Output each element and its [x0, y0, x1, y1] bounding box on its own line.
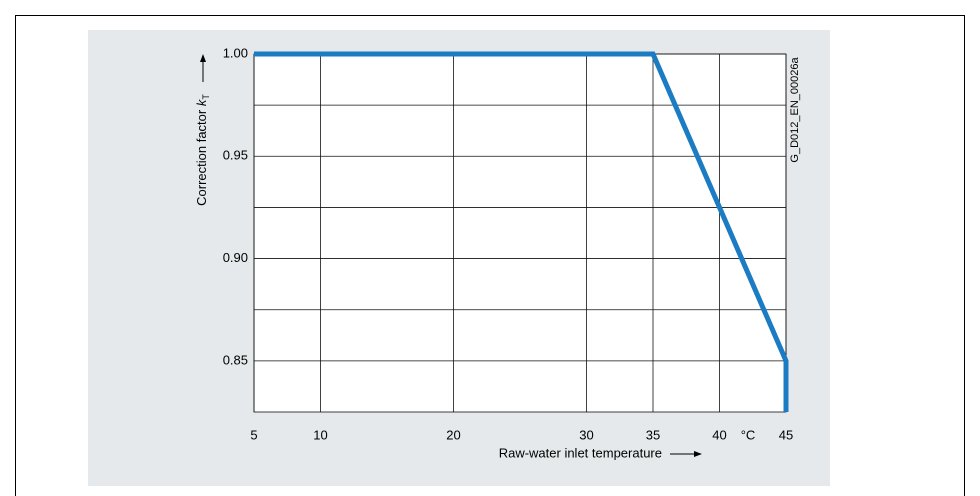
y-axis-label-text: Correction factor	[194, 109, 209, 206]
plot-area	[253, 53, 787, 413]
x-tick-label: 10	[313, 427, 327, 442]
y-axis-subscript: T	[201, 94, 211, 100]
x-tick-label: 20	[446, 427, 460, 442]
y-tick-label: 0.90	[223, 250, 248, 265]
figure-id: G_D012_EN_00026a	[789, 57, 801, 163]
x-arrow	[670, 451, 702, 457]
y-axis-symbol: k	[194, 98, 209, 106]
y-arrow	[200, 54, 206, 82]
x-tick-label: 35	[646, 427, 660, 442]
frame	[15, 15, 965, 496]
x-tick-label: 40	[712, 427, 726, 442]
y-tick-label: 1.00	[223, 45, 248, 60]
data-line	[254, 51, 789, 412]
x-axis-label: Raw-water inlet temperature	[499, 445, 662, 460]
y-tick-label: 0.95	[223, 148, 248, 163]
y-axis-label: Correction factor kT	[194, 94, 211, 206]
y-tick-label: 0.85	[223, 352, 248, 367]
x-tick-label: 45	[779, 427, 793, 442]
x-unit: °C	[741, 427, 756, 442]
x-tick-label: 5	[250, 427, 257, 442]
x-tick-label: 30	[579, 427, 593, 442]
